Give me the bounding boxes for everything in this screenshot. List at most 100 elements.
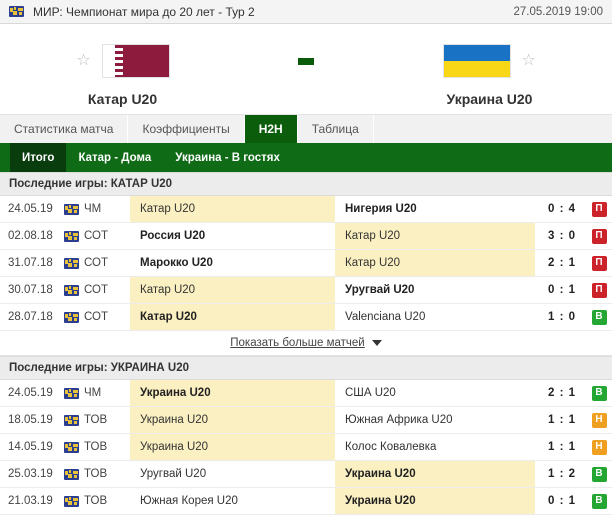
away-team-cell[interactable]: США U20 bbox=[345, 387, 396, 399]
competition-icon-cell bbox=[58, 277, 84, 303]
section-header: Последние игры: КАТАР U20 bbox=[0, 172, 612, 196]
home-team-cell[interactable]: Катар U20 bbox=[130, 196, 335, 222]
status-badge: П bbox=[591, 282, 607, 298]
home-team-cell[interactable]: Катар U20 bbox=[130, 277, 335, 303]
home-team-cell[interactable]: Южная Корея U20 bbox=[140, 495, 238, 507]
world-map-icon bbox=[63, 441, 79, 453]
match-date: 24.05.19 bbox=[8, 387, 53, 399]
home-team-cell[interactable]: Украина U20 bbox=[130, 434, 335, 460]
table-row[interactable]: 28.07.18 СОТ Катар U20 Valenciana U20 1 : 0 В bbox=[0, 304, 612, 331]
away-team-cell[interactable]: Катар U20 bbox=[335, 223, 535, 249]
away-team-block: ☆ Украина U20 bbox=[367, 24, 612, 107]
table-row[interactable]: 02.08.18 СОТ Россия U20 Катар U20 3 : 0 П bbox=[0, 223, 612, 250]
table-row[interactable]: 24.05.19 ЧМ Украина U20 США U20 2 : 1 В bbox=[0, 380, 612, 407]
away-team-cell[interactable]: Уругвай U20 bbox=[345, 284, 415, 296]
match-score: 0 : 1 bbox=[547, 284, 576, 296]
world-map-icon bbox=[63, 414, 79, 426]
qatar-flag-icon bbox=[101, 44, 170, 78]
world-map-icon bbox=[63, 387, 79, 399]
match-list: 24.05.19 ЧМ Катар U20 Нигерия U20 0 : 4 П 02.0… bbox=[0, 196, 612, 331]
home-team-cell[interactable]: Уругвай U20 bbox=[140, 468, 207, 480]
competition-icon-cell bbox=[58, 407, 84, 433]
match-date: 21.03.19 bbox=[8, 495, 53, 507]
away-team-cell[interactable]: Украина U20 bbox=[335, 488, 535, 514]
competition-title: МИР: Чемпионат мира до 20 лет - Тур 2 bbox=[33, 4, 255, 19]
result-badge-cell: П bbox=[586, 277, 612, 303]
world-map-icon bbox=[9, 6, 24, 17]
result-badge-cell: Н bbox=[586, 434, 612, 460]
show-more-matches-button[interactable]: Показать больше матчей bbox=[0, 331, 612, 356]
result-badge-cell: В bbox=[586, 461, 612, 487]
competition-icon-cell bbox=[58, 223, 84, 249]
subtab-2[interactable]: Катар - Дома bbox=[78, 151, 152, 164]
away-team-name[interactable]: Украина U20 bbox=[446, 91, 533, 107]
h2h-subtabs: Итого Катар - Дома Украина - В гостях bbox=[0, 143, 612, 172]
competition-code: ТОВ bbox=[84, 468, 108, 480]
match-datetime: 27.05.2019 19:00 bbox=[513, 5, 603, 18]
primary-tabs: Статистика матча Коэффициенты H2H Таблица bbox=[0, 114, 612, 143]
ukraine-flag-icon bbox=[442, 44, 511, 78]
competition-icon-cell bbox=[58, 304, 84, 330]
match-date: 24.05.19 bbox=[8, 203, 53, 215]
competition-code: ЧМ bbox=[84, 203, 102, 215]
show-more-label: Показать больше матчей bbox=[230, 337, 365, 349]
result-badge-cell: В bbox=[586, 304, 612, 330]
away-team-cell[interactable]: Нигерия U20 bbox=[345, 203, 417, 215]
away-team-cell[interactable]: Колос Ковалевка bbox=[345, 441, 437, 453]
world-map-icon bbox=[63, 284, 79, 296]
subtab-3[interactable]: Украина - В гостях bbox=[175, 151, 280, 164]
chevron-down-icon bbox=[371, 340, 382, 346]
section-header: Последние игры: УКРАИНА U20 bbox=[0, 356, 612, 380]
competition-icon-cell bbox=[58, 250, 84, 276]
away-team-cell[interactable]: Южная Африка U20 bbox=[345, 414, 453, 426]
status-badge: В bbox=[591, 385, 607, 401]
world-map-icon bbox=[63, 203, 79, 215]
favorite-star-icon-away[interactable]: ☆ bbox=[521, 52, 536, 69]
status-badge: П bbox=[591, 201, 607, 217]
match-list: 24.05.19 ЧМ Украина U20 США U20 2 : 1 В 18.05.… bbox=[0, 380, 612, 515]
away-team-cell[interactable]: Valenciana U20 bbox=[345, 311, 426, 323]
subtab-1[interactable]: Итого bbox=[10, 143, 67, 172]
table-row[interactable]: 25.03.19 ТОВ Уругвай U20 Украина U20 1 : 2 В bbox=[0, 461, 612, 488]
home-team-cell[interactable]: Катар U20 bbox=[130, 304, 335, 330]
competition-code: ТОВ bbox=[84, 495, 108, 507]
favorite-star-icon-home[interactable]: ☆ bbox=[76, 52, 91, 69]
tab-3[interactable]: H2H bbox=[244, 115, 298, 143]
match-date: 30.07.18 bbox=[8, 284, 53, 296]
home-team-cell[interactable]: Украина U20 bbox=[130, 407, 335, 433]
match-date: 25.03.19 bbox=[8, 468, 53, 480]
away-team-cell[interactable]: Катар U20 bbox=[335, 250, 535, 276]
tabs-filler bbox=[373, 115, 612, 143]
table-row[interactable]: 31.07.18 СОТ Марокко U20 Катар U20 2 : 1 П bbox=[0, 250, 612, 277]
result-badge-cell: В bbox=[586, 488, 612, 514]
home-team-block: ☆ Катар U20 bbox=[0, 24, 245, 107]
away-team-cell[interactable]: Украина U20 bbox=[335, 461, 535, 487]
competition-icon-cell bbox=[58, 488, 84, 514]
table-row[interactable]: 24.05.19 ЧМ Катар U20 Нигерия U20 0 : 4 П bbox=[0, 196, 612, 223]
competition-code: СОТ bbox=[84, 230, 109, 242]
home-team-cell[interactable]: Украина U20 bbox=[130, 380, 335, 406]
home-team-cell[interactable]: Марокко U20 bbox=[140, 257, 213, 269]
table-row[interactable]: 21.03.19 ТОВ Южная Корея U20 Украина U20 0 :… bbox=[0, 488, 612, 515]
tab-2[interactable]: Коэффициенты bbox=[128, 115, 245, 143]
home-team-cell[interactable]: Россия U20 bbox=[140, 230, 206, 242]
table-row[interactable]: 30.07.18 СОТ Катар U20 Уругвай U20 0 : 1 П bbox=[0, 277, 612, 304]
world-map-icon bbox=[63, 468, 79, 480]
competition-icon-cell bbox=[58, 196, 84, 222]
result-badge-cell: Н bbox=[586, 407, 612, 433]
world-map-icon bbox=[63, 311, 79, 323]
world-map-icon bbox=[63, 257, 79, 269]
status-badge: В bbox=[591, 309, 607, 325]
table-row[interactable]: 18.05.19 ТОВ Украина U20 Южная Африка U20 1 … bbox=[0, 407, 612, 434]
status-badge: Н bbox=[591, 439, 607, 455]
home-team-name[interactable]: Катар U20 bbox=[87, 91, 158, 107]
match-score: 2 : 1 bbox=[547, 257, 576, 269]
score-dash-icon bbox=[298, 57, 314, 65]
tab-1[interactable]: Статистика матча bbox=[0, 115, 129, 143]
tab-4[interactable]: Таблица bbox=[297, 115, 374, 143]
competition-code: ЧМ bbox=[84, 387, 102, 399]
status-badge: В bbox=[591, 493, 607, 509]
competition-icon-cell bbox=[58, 461, 84, 487]
match-score: 1 : 0 bbox=[547, 311, 576, 323]
table-row[interactable]: 14.05.19 ТОВ Украина U20 Колос Ковалевка 1 :… bbox=[0, 434, 612, 461]
